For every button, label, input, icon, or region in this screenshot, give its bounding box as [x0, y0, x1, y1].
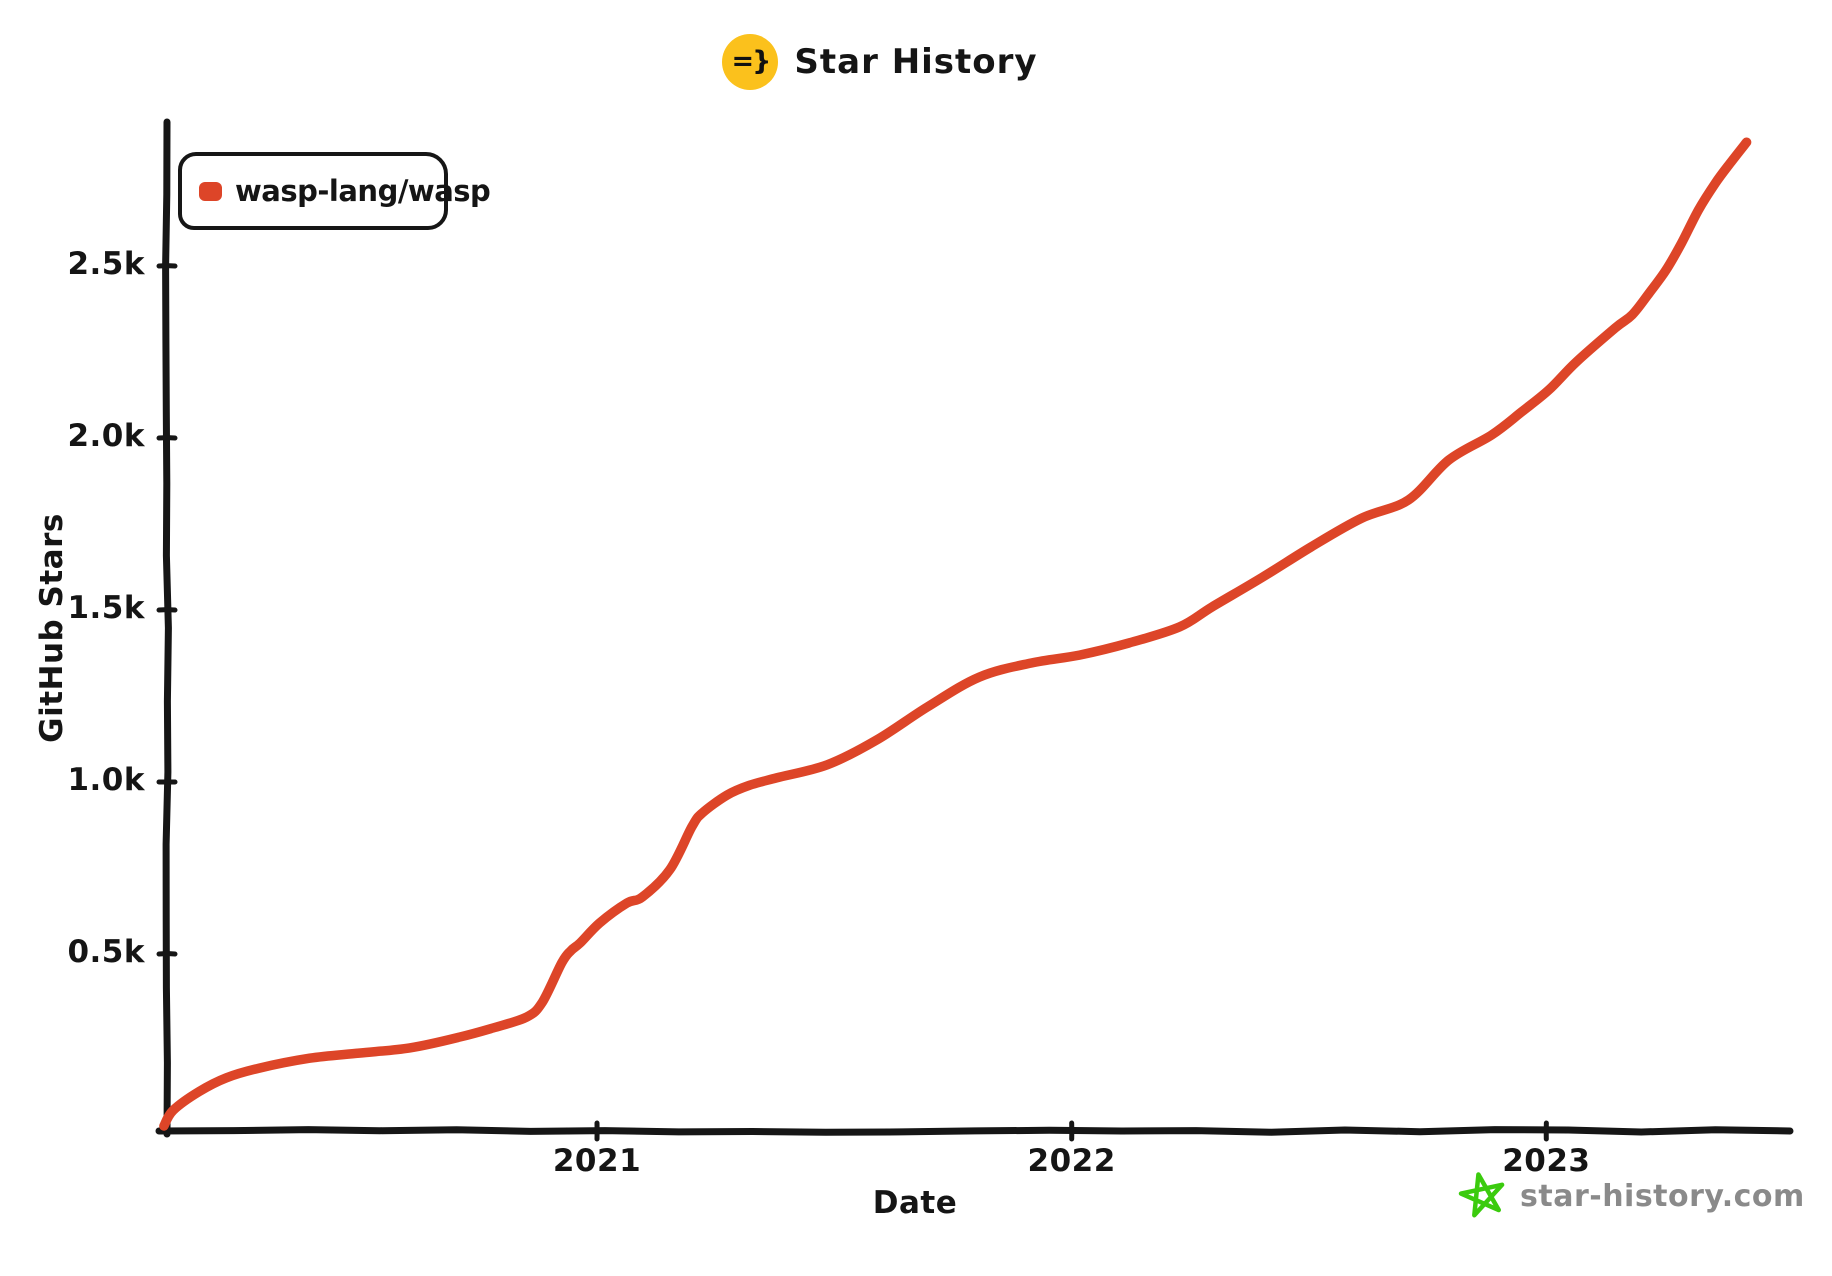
- y-tick-label: 1.5k: [67, 590, 145, 626]
- x-tick-label: 2021: [552, 1143, 642, 1179]
- star-history-logo-icon: =}: [722, 34, 779, 90]
- x-tick-label: 2023: [1502, 1143, 1591, 1179]
- y-tick-label: 2.0k: [67, 418, 145, 454]
- chart-header: =} Star History: [0, 34, 1760, 90]
- y-tick-label: 0.5k: [67, 934, 145, 970]
- legend-label-wasp: wasp-lang/wasp: [235, 174, 491, 208]
- x-axis-title: Date: [872, 1185, 958, 1221]
- y-tick-label: 1.0k: [67, 762, 145, 798]
- y-tick-label: 2.5k: [67, 246, 145, 282]
- footer-branding: star-history.com: [1456, 1168, 1805, 1224]
- y-axis-title: GitHub Stars: [34, 513, 70, 743]
- footer-site-link[interactable]: star-history.com: [1520, 1178, 1805, 1214]
- chart-legend: wasp-lang/wasp: [178, 152, 491, 230]
- x-tick-label: 2022: [1027, 1143, 1116, 1179]
- legend-swatch-wasp: [199, 181, 222, 201]
- page-title: Star History: [794, 42, 1038, 82]
- green-star-icon: [1458, 1172, 1505, 1218]
